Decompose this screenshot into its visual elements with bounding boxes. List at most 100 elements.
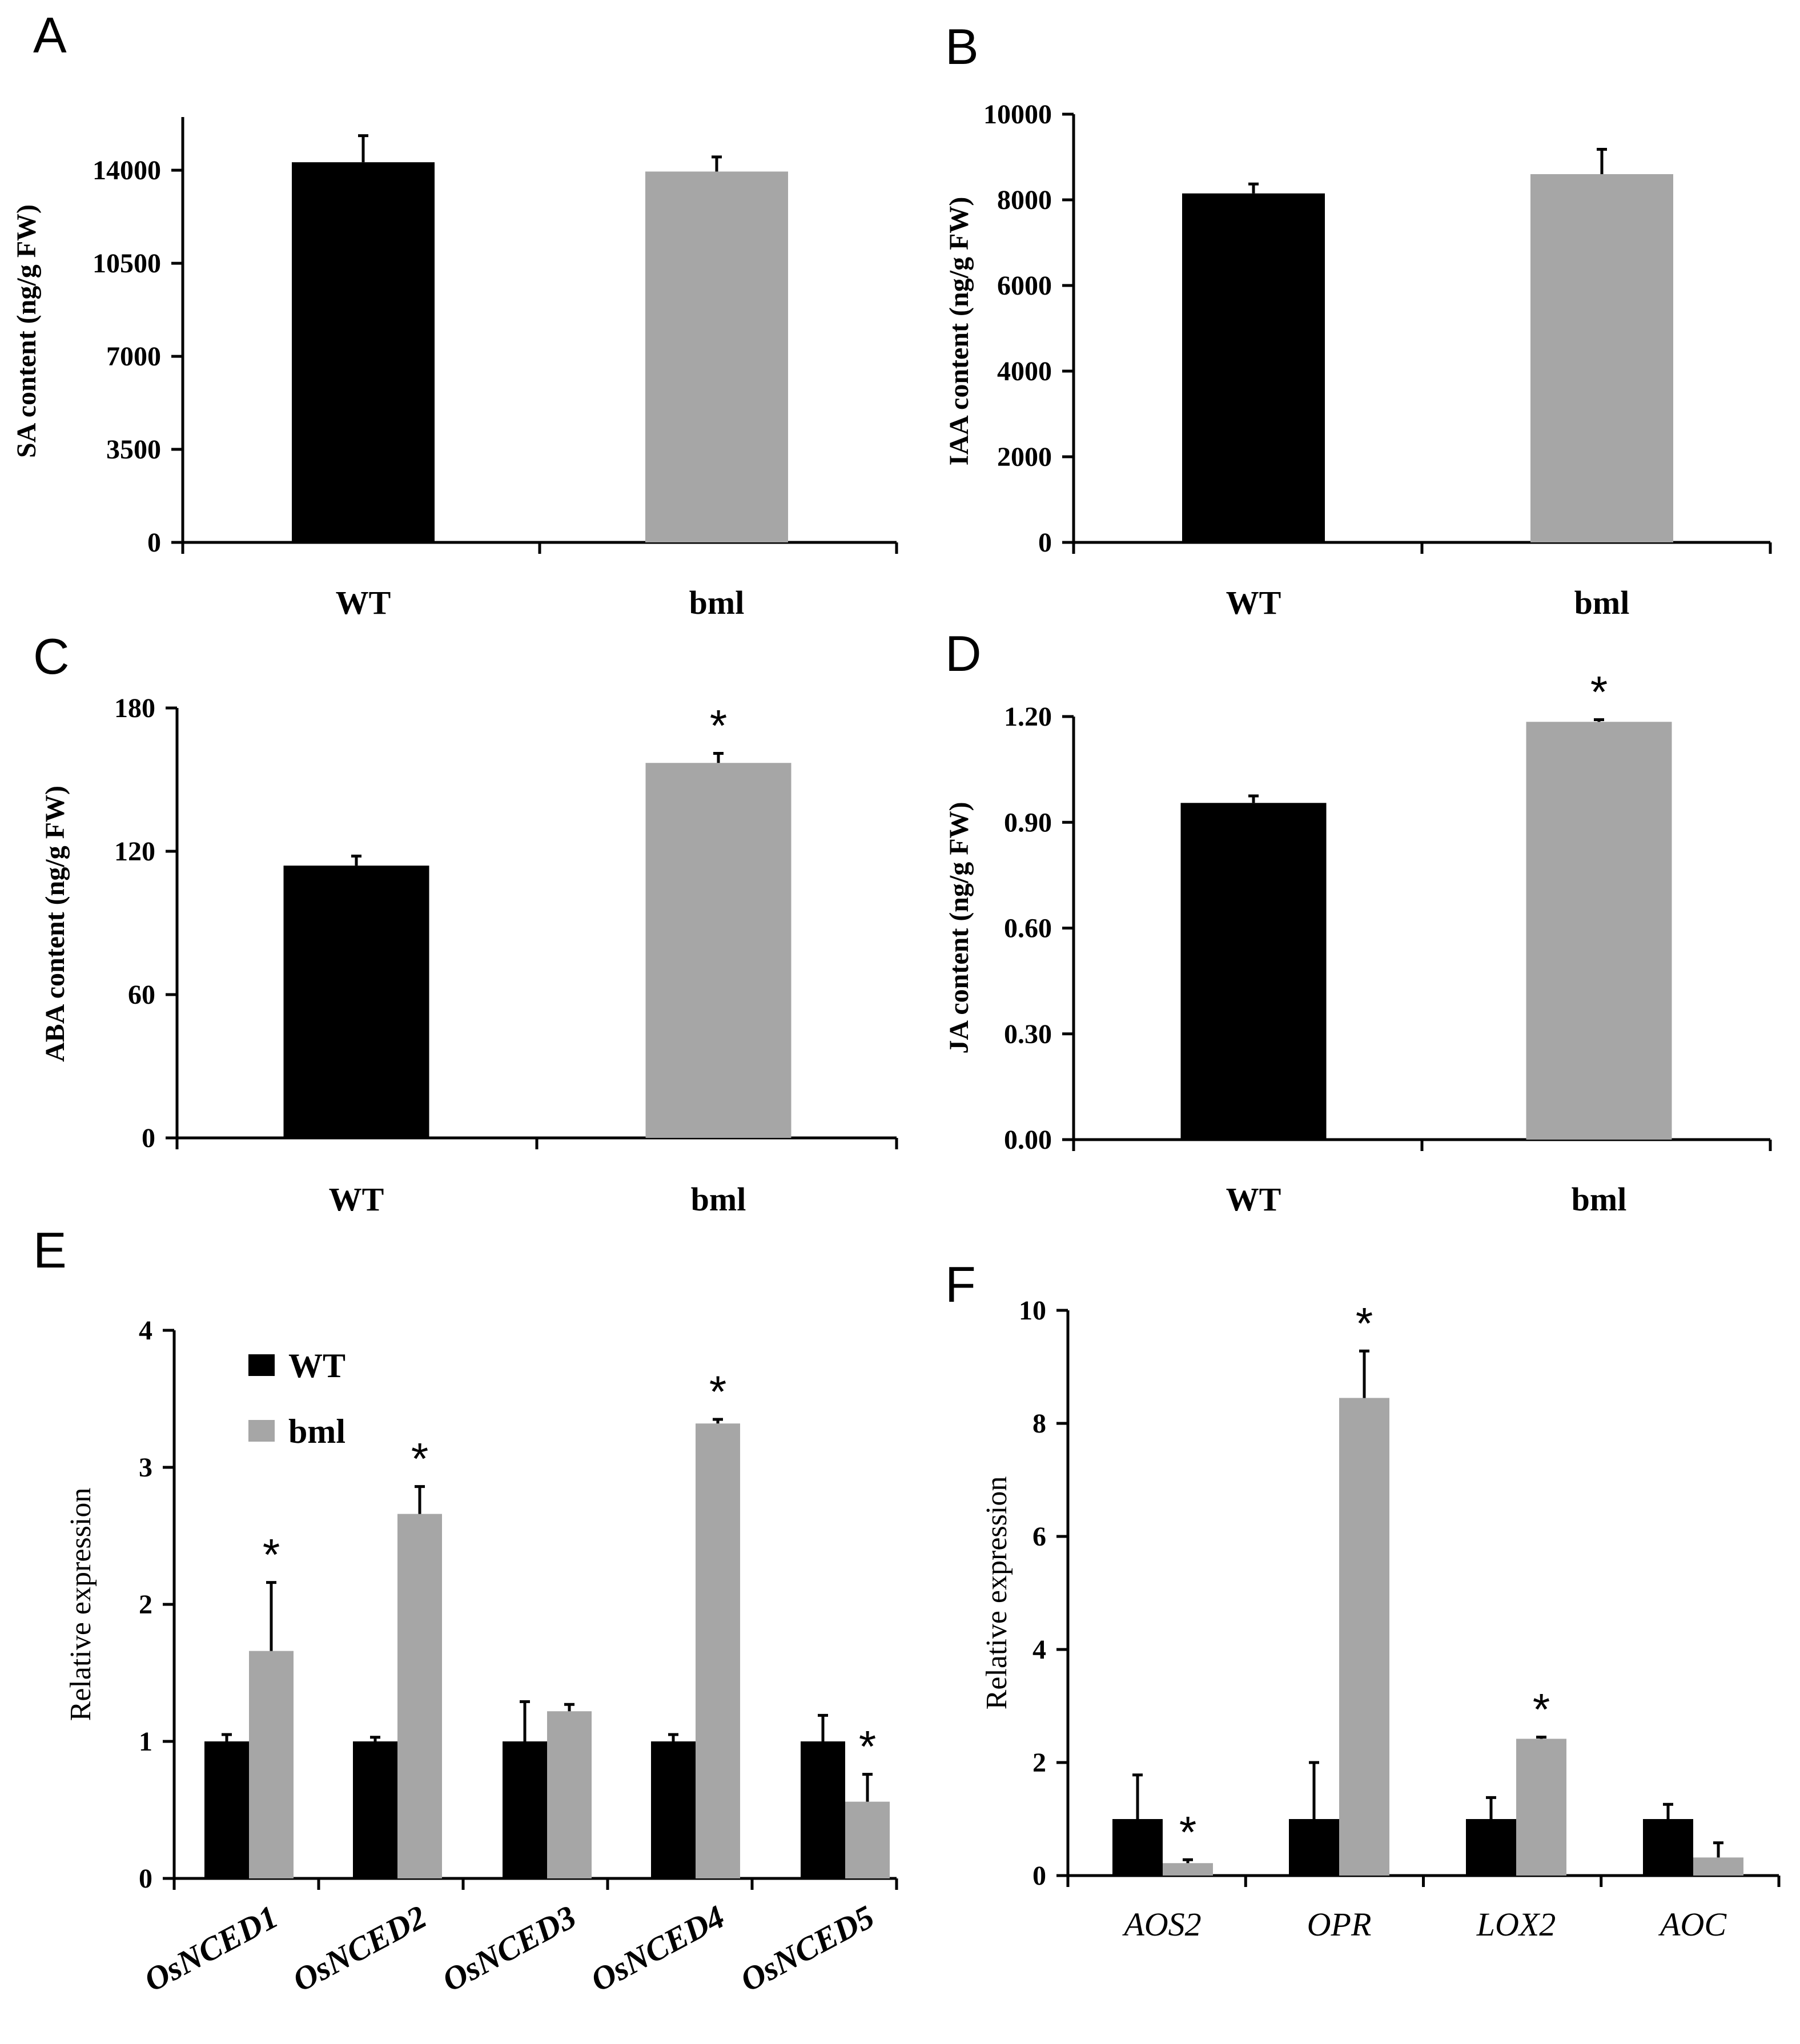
y-tick-label: 2 — [139, 1590, 152, 1620]
category-label: OsNCED2 — [287, 1898, 432, 1999]
y-tick-label: 0.00 — [1004, 1125, 1052, 1155]
chart-panel-d: 0.00 0.30 0.60 0.90 1.20 JA content (ng/g FW)… — [944, 667, 1772, 1218]
bar-bml — [1339, 1398, 1389, 1876]
significance-star: * — [263, 1530, 280, 1580]
category-label: bml — [1572, 1181, 1627, 1218]
significance-star: * — [710, 700, 727, 750]
chart-panel-b: 0 2000 4000 6000 8000 10000 IAA content (ng/g … — [944, 99, 1772, 621]
bar-bml — [1693, 1857, 1743, 1876]
significance-star: * — [1590, 667, 1608, 717]
category-label: LOX2 — [1476, 1906, 1556, 1943]
bar-bml — [547, 1711, 592, 1878]
bar-bml — [645, 763, 791, 1138]
y-tick-label: 0 — [139, 1864, 152, 1894]
category-label: WT — [1226, 1181, 1281, 1218]
category-label: OsNCED1 — [138, 1898, 284, 1999]
y-tick-label: 4 — [139, 1315, 152, 1346]
bar-wt — [204, 1741, 249, 1878]
category-label: OsNCED3 — [436, 1898, 582, 1999]
bar-wt — [283, 866, 429, 1138]
y-tick-label: 0 — [1032, 1861, 1046, 1891]
y-tick-label: 6000 — [997, 271, 1052, 301]
y-axis-title: ABA content (ng/g FW) — [40, 786, 70, 1062]
panel-letter-d: D — [945, 625, 982, 682]
y-axis-title: SA content (ng/g FW) — [11, 204, 42, 458]
y-tick-label: 0 — [1038, 528, 1052, 558]
category-label: OsNCED5 — [734, 1898, 880, 1999]
y-tick-label: 4000 — [997, 356, 1052, 387]
y-tick-label: 7000 — [106, 341, 161, 372]
significance-star: * — [1533, 1684, 1550, 1734]
significance-star: * — [859, 1721, 876, 1772]
bar-bml — [696, 1423, 740, 1878]
y-tick-label: 120 — [114, 836, 155, 867]
category-label: bml — [689, 584, 745, 621]
category-label: OPR — [1307, 1906, 1372, 1943]
category-label: bml — [1574, 584, 1630, 621]
bar-wt — [651, 1741, 696, 1878]
y-tick-label: 0.30 — [1004, 1019, 1052, 1049]
y-tick-label: 10 — [1019, 1295, 1046, 1326]
y-tick-label: 14000 — [93, 155, 161, 186]
y-tick-label: 180 — [114, 693, 155, 723]
y-tick-label: 10500 — [93, 248, 161, 279]
bar-wt — [1643, 1819, 1693, 1876]
bar-bml — [645, 171, 788, 542]
y-tick-label: 2 — [1032, 1748, 1046, 1778]
panel-letter-f: F — [945, 1256, 976, 1313]
panel-letter-e: E — [33, 1222, 67, 1278]
panel-letter-b: B — [945, 18, 979, 75]
y-tick-label: 0.90 — [1004, 807, 1052, 838]
bar-bml — [249, 1651, 294, 1878]
significance-star: * — [411, 1434, 428, 1484]
y-tick-label: 60 — [128, 980, 155, 1010]
chart-panel-a: 0 3500 7000 10500 14000 SA content (ng/g FW) W… — [11, 117, 898, 621]
significance-star: * — [709, 1366, 726, 1417]
significance-star: * — [1356, 1298, 1373, 1348]
legend-label-bml: bml — [288, 1413, 345, 1450]
y-tick-label: 2000 — [997, 442, 1052, 472]
bar-wt — [353, 1741, 397, 1878]
y-tick-label: 8 — [1032, 1409, 1046, 1439]
category-label: AOC — [1658, 1906, 1727, 1943]
bar-wt — [1289, 1819, 1339, 1876]
y-tick-label: 3500 — [106, 434, 161, 465]
category-label: OsNCED4 — [585, 1898, 730, 1999]
category-label: AOS2 — [1122, 1906, 1201, 1943]
bar-wt — [292, 162, 435, 542]
y-tick-label: 0 — [142, 1123, 155, 1153]
y-tick-label: 4 — [1032, 1635, 1046, 1665]
legend-swatch-bml — [248, 1420, 275, 1442]
chart-panel-f: 0 2 4 6 8 10 Relative expression AOS2 OPR LOX2 AOC… — [981, 1295, 1781, 1943]
y-tick-label: 0.60 — [1004, 914, 1052, 944]
bar-bml — [397, 1514, 442, 1878]
panel-letter-c: C — [33, 628, 70, 685]
y-axis-title: Relative expression — [981, 1476, 1013, 1710]
bar-bml — [1163, 1863, 1213, 1876]
bar-wt — [1182, 193, 1325, 542]
bar-wt — [503, 1741, 547, 1878]
category-label: bml — [691, 1181, 746, 1218]
y-tick-label: 10000 — [983, 99, 1052, 130]
y-tick-label: 3 — [139, 1452, 152, 1483]
category-label: WT — [329, 1181, 384, 1218]
category-label: WT — [1226, 584, 1281, 621]
y-tick-label: 0 — [147, 528, 161, 558]
bar-bml — [1516, 1739, 1566, 1876]
y-tick-label: 8000 — [997, 185, 1052, 215]
chart-panel-c: 0 60 120 180 ABA content (ng/g FW) WT bml * — [40, 693, 898, 1218]
y-axis-title: JA content (ng/g FW) — [944, 802, 974, 1053]
y-tick-label: 1.20 — [1004, 702, 1052, 732]
significance-star: * — [1179, 1806, 1196, 1857]
legend-label-wt: WT — [288, 1347, 345, 1385]
legend-swatch-wt — [248, 1354, 275, 1376]
bar-wt — [1112, 1819, 1163, 1876]
y-tick-label: 1 — [139, 1727, 152, 1757]
y-axis-title: IAA content (ng/g FW) — [944, 197, 974, 466]
bar-bml — [1530, 174, 1673, 542]
panel-letter-a: A — [33, 7, 67, 63]
bar-bml — [1526, 722, 1672, 1140]
bar-wt — [1180, 803, 1327, 1140]
y-axis-title: Relative expression — [65, 1488, 97, 1721]
